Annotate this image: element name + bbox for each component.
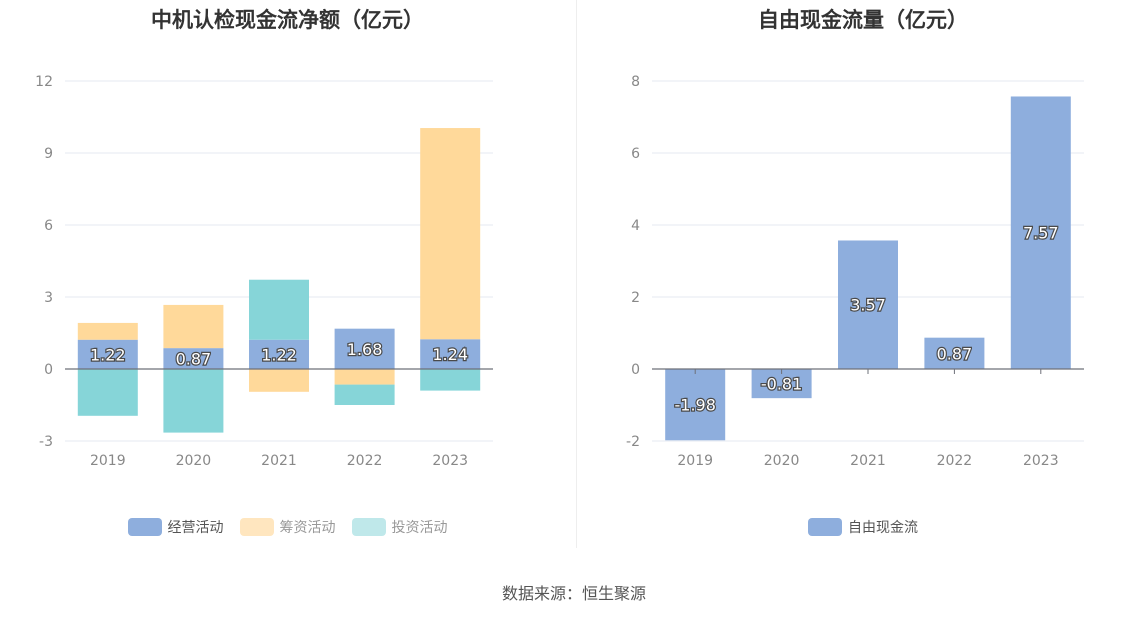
x-tick-label: 2023 [432, 453, 468, 469]
bar-series-1 [420, 128, 481, 340]
legend-swatch-investing [351, 518, 386, 536]
x-tick-label: 2019 [90, 453, 126, 469]
legend-label-operating: 经营活动 [167, 520, 224, 536]
legend-item-investing[interactable]: 投资活动 [351, 517, 448, 537]
bar-series-1 [249, 369, 309, 392]
right-chart-title: 自由现金流量（亿元） [758, 8, 968, 32]
x-tick-label: 2021 [850, 453, 886, 469]
x-tick-label: 2020 [764, 453, 800, 469]
bar-series-1 [334, 369, 395, 385]
legend-swatch-financing [239, 518, 274, 536]
bar-series-2 [77, 369, 138, 416]
bar-primary [665, 369, 726, 441]
x-tick-label: 2022 [937, 453, 973, 469]
bar-primary [163, 348, 224, 369]
data-label: 1.22 [90, 345, 126, 364]
legend-label-investing: 投资活动 [391, 520, 448, 536]
bar-primary [924, 337, 985, 369]
right-chart-plot: -2 0 2 4 6 8 2019 2020 2021 2022 2023 -1.98 -0.81 3.5… [626, 74, 1084, 469]
bar-primary [334, 328, 395, 369]
panel-divider [576, 0, 577, 548]
legend-swatch-free-cash-flow [808, 518, 842, 536]
legend-label-free-cash-flow: 自由现金流 [848, 520, 918, 536]
bar-primary [838, 240, 898, 369]
y-tick-label: 8 [631, 74, 640, 90]
left-chart-panel: 中机认检现金流净额（亿元） -3 0 3 6 9 12 2019 2020 2021 2022 20… [0, 0, 575, 560]
bar-primary [1010, 96, 1071, 369]
bar-primary [249, 339, 309, 369]
bar-series-1 [163, 304, 224, 349]
legend-item-operating[interactable]: 经营活动 [127, 517, 224, 537]
bar-series-2 [420, 369, 481, 391]
legend-item-free-cash-flow[interactable]: 自由现金流 [808, 517, 918, 537]
data-source-note: 数据来源：恒生聚源 [501, 584, 646, 603]
data-label: -1.98 [674, 396, 715, 415]
x-tick-label: 2023 [1023, 453, 1059, 469]
y-tick-label: -3 [39, 434, 53, 450]
bar-series-2 [334, 384, 395, 405]
left-chart-legend: 经营活动 筹资活动 投资活动 [0, 517, 575, 537]
data-label: 0.87 [937, 344, 973, 363]
y-tick-label: 3 [44, 290, 53, 306]
x-tick-label: 2022 [347, 453, 383, 469]
legend-label-financing: 筹资活动 [279, 520, 336, 536]
y-tick-label: 4 [631, 218, 640, 234]
y-tick-label: -2 [626, 434, 640, 450]
data-label: 3.57 [850, 296, 886, 315]
x-tick-label: 2021 [261, 453, 297, 469]
data-label: 7.57 [1023, 224, 1059, 243]
y-tick-label: 9 [44, 146, 53, 162]
data-label: 1.22 [261, 345, 297, 364]
y-tick-label: 12 [35, 74, 53, 90]
bar-series-2 [163, 369, 224, 433]
bar-primary [420, 339, 481, 369]
legend-swatch-operating [127, 518, 162, 536]
right-chart-panel: 自由现金流量（亿元） -2 0 2 4 6 8 2019 2020 2021 2022 2023 -1… [578, 0, 1148, 560]
right-chart-legend: 自由现金流 [578, 517, 1148, 537]
y-tick-label: 0 [631, 362, 640, 378]
y-tick-label: 2 [631, 290, 640, 306]
x-tick-label: 2020 [176, 453, 212, 469]
data-label: 0.87 [176, 350, 212, 369]
bar-series-2 [249, 279, 309, 340]
data-label: 1.24 [432, 345, 468, 364]
left-chart-title: 中机认检现金流净额（亿元） [151, 8, 424, 32]
legend-item-financing[interactable]: 筹资活动 [239, 517, 336, 537]
y-tick-label: 6 [631, 146, 640, 162]
left-chart-plot: -3 0 3 6 9 12 2019 2020 2021 2022 2023 1.22 0.87 1.22… [35, 74, 493, 469]
data-label: 1.68 [347, 340, 383, 359]
bar-series-1 [77, 322, 138, 340]
bar-primary [77, 339, 138, 369]
data-label: -0.81 [761, 375, 802, 394]
y-tick-label: 0 [44, 362, 53, 378]
x-tick-label: 2019 [677, 453, 713, 469]
y-tick-label: 6 [44, 218, 53, 234]
